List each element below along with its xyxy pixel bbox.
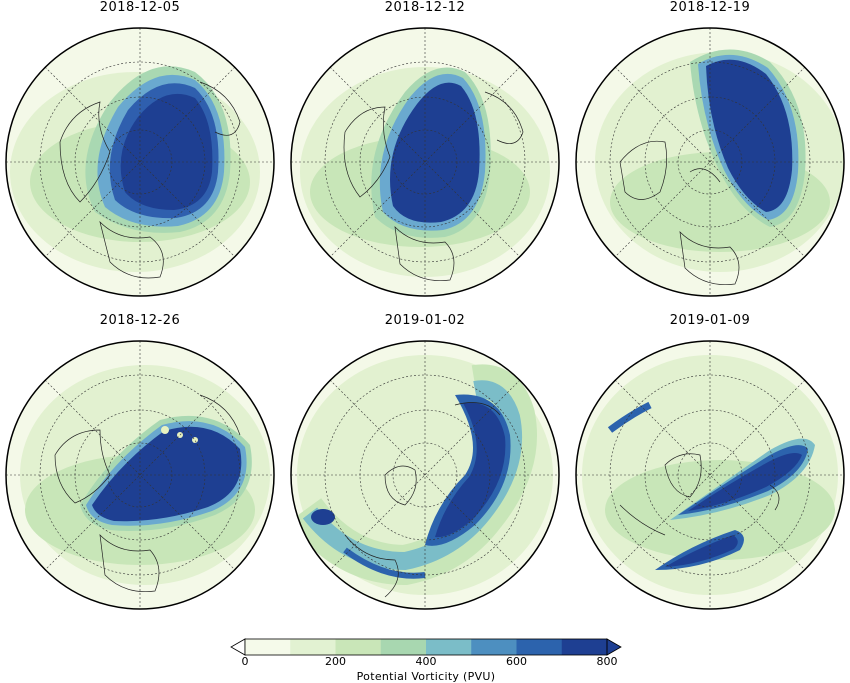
panel-date-label: 2019-01-09 [669,313,751,328]
colorbar-swatches [230,638,622,656]
polar-map-4 [5,340,275,610]
colorbar-border [244,638,608,656]
map-panel-3: 2018-12-19 [570,0,850,310]
colorbar-extend-max [606,638,622,656]
colorbar-swatch [561,639,608,655]
map-panel-2: 2018-12-12 [285,0,565,310]
colorbar-swatch [335,639,382,655]
colorbar-label: Potential Vorticity (PVU) [356,670,496,683]
colorbar-swatch [426,639,472,655]
panel-date-label: 2018-12-19 [669,0,751,15]
colorbar-swatch [471,639,517,655]
panel-date-label: 2018-12-05 [99,0,181,15]
panel-date-label: 2018-12-12 [384,0,466,15]
panel-date-label: 2019-01-02 [384,313,466,328]
colorbar: 0 200 400 600 800 Potential Vorticity (P… [228,637,624,683]
colorbar-tick: 400 [415,655,437,668]
polar-map-2 [290,27,560,297]
map-panel-5: 2019-01-02 [285,313,565,623]
map-panel-1: 2018-12-05 [0,0,280,310]
colorbar-tick: 600 [506,655,527,668]
polar-map-1 [5,27,275,297]
colorbar-swatch [290,639,336,655]
map-panel-6: 2019-01-09 [570,313,850,623]
panel-date-label: 2018-12-26 [99,313,181,328]
colorbar-swatch [380,639,427,655]
colorbar-swatch [516,639,563,655]
colorbar-extend-min [230,638,246,656]
polar-map-6 [575,340,845,610]
colorbar-tick: 800 [596,655,618,668]
polar-map-3 [575,27,845,297]
colorbar-tick: 200 [325,655,346,668]
colorbar-tick: 0 [241,655,249,668]
polar-map-5 [290,340,560,610]
colorbar-swatch [245,639,291,655]
map-panel-4: 2018-12-26 [0,313,280,623]
